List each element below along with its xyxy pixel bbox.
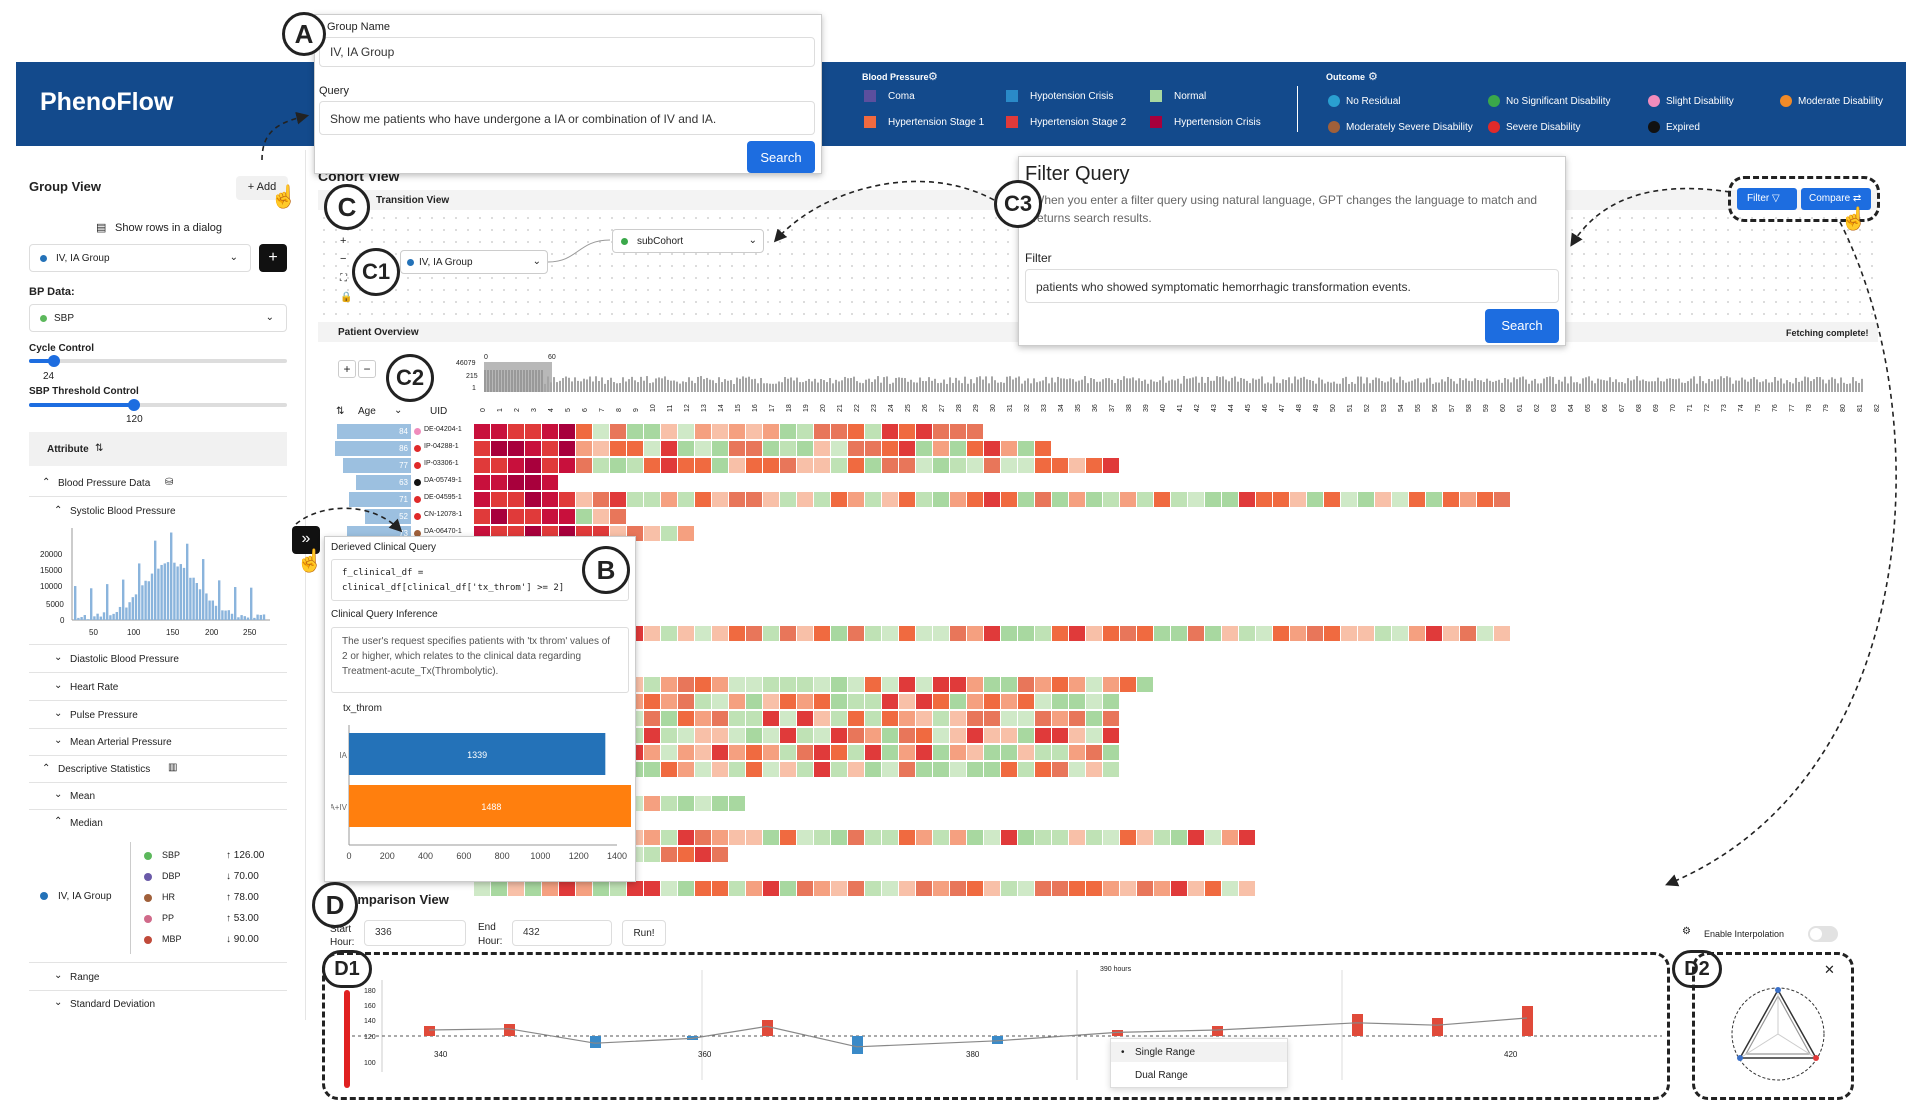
pointer-hand-icon: ☝ bbox=[296, 548, 323, 574]
pointer-hand-icon: ☝ bbox=[1840, 206, 1867, 232]
pointer-hand-icon: ☝ bbox=[270, 184, 297, 210]
